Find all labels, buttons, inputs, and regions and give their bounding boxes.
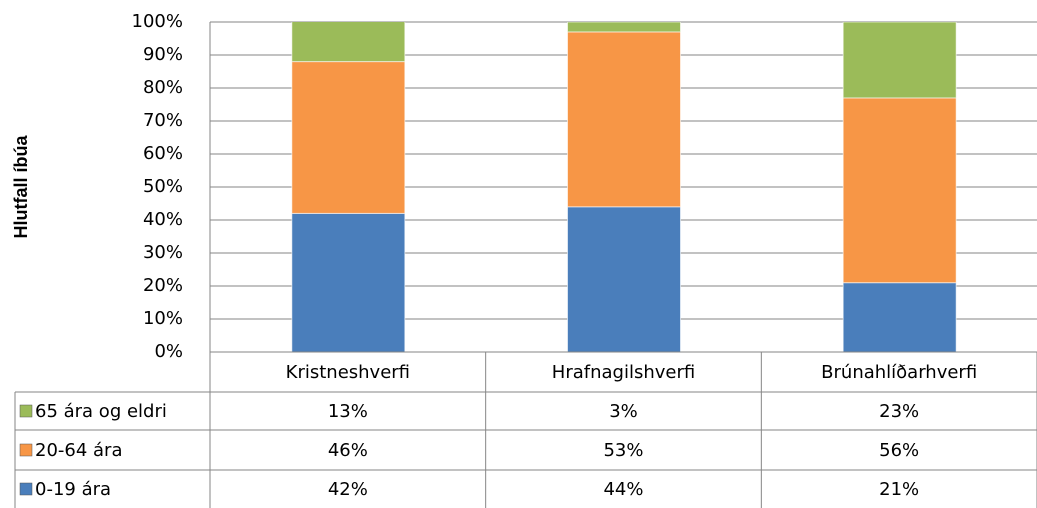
y-axis-label: Hlutfall íbúa bbox=[11, 135, 31, 239]
y-tick-label: 10% bbox=[143, 308, 183, 329]
bar-segment bbox=[842, 22, 957, 99]
y-tick-label: 30% bbox=[143, 242, 183, 263]
y-tick-label: 0% bbox=[154, 341, 183, 362]
legend-label: 0-19 ára bbox=[35, 479, 111, 500]
table-value: 3% bbox=[609, 401, 638, 422]
table-value: 42% bbox=[328, 479, 368, 500]
y-tick-label: 80% bbox=[143, 77, 183, 98]
legend-label: 65 ára og eldri bbox=[35, 401, 167, 422]
y-tick-label: 60% bbox=[143, 143, 183, 164]
y-tick-label: 100% bbox=[132, 11, 183, 32]
y-tick-label: 50% bbox=[143, 176, 183, 197]
y-tick-label: 90% bbox=[143, 44, 183, 65]
x-tick-label: Brúnahlíðarhverfi bbox=[821, 362, 977, 383]
legend-swatch bbox=[19, 482, 33, 496]
bar-segment bbox=[567, 206, 681, 352]
table-value: 46% bbox=[328, 440, 368, 461]
y-tick-label: 40% bbox=[143, 209, 183, 230]
y-tick-label: 20% bbox=[143, 275, 183, 296]
bar-segment bbox=[291, 212, 406, 352]
bar-segment bbox=[291, 22, 406, 63]
bar-segment bbox=[567, 31, 681, 208]
x-tick-label: Kristneshverfi bbox=[286, 362, 410, 383]
table-value: 21% bbox=[879, 479, 919, 500]
legend-swatch bbox=[19, 443, 33, 457]
bar-segment bbox=[291, 61, 406, 214]
y-tick-label: 70% bbox=[143, 110, 183, 131]
bar-segment bbox=[842, 97, 957, 284]
table-value: 44% bbox=[603, 479, 643, 500]
table-value: 13% bbox=[328, 401, 368, 422]
legend-swatch bbox=[19, 404, 33, 418]
table-value: 56% bbox=[879, 440, 919, 461]
bar-segment bbox=[842, 282, 957, 352]
x-tick-label: Hrafnagilshverfi bbox=[552, 362, 695, 383]
bar-segment bbox=[567, 22, 681, 33]
legend-label: 20-64 ára bbox=[35, 440, 123, 461]
bars bbox=[291, 22, 957, 352]
table-value: 53% bbox=[603, 440, 643, 461]
table-value: 23% bbox=[879, 401, 919, 422]
